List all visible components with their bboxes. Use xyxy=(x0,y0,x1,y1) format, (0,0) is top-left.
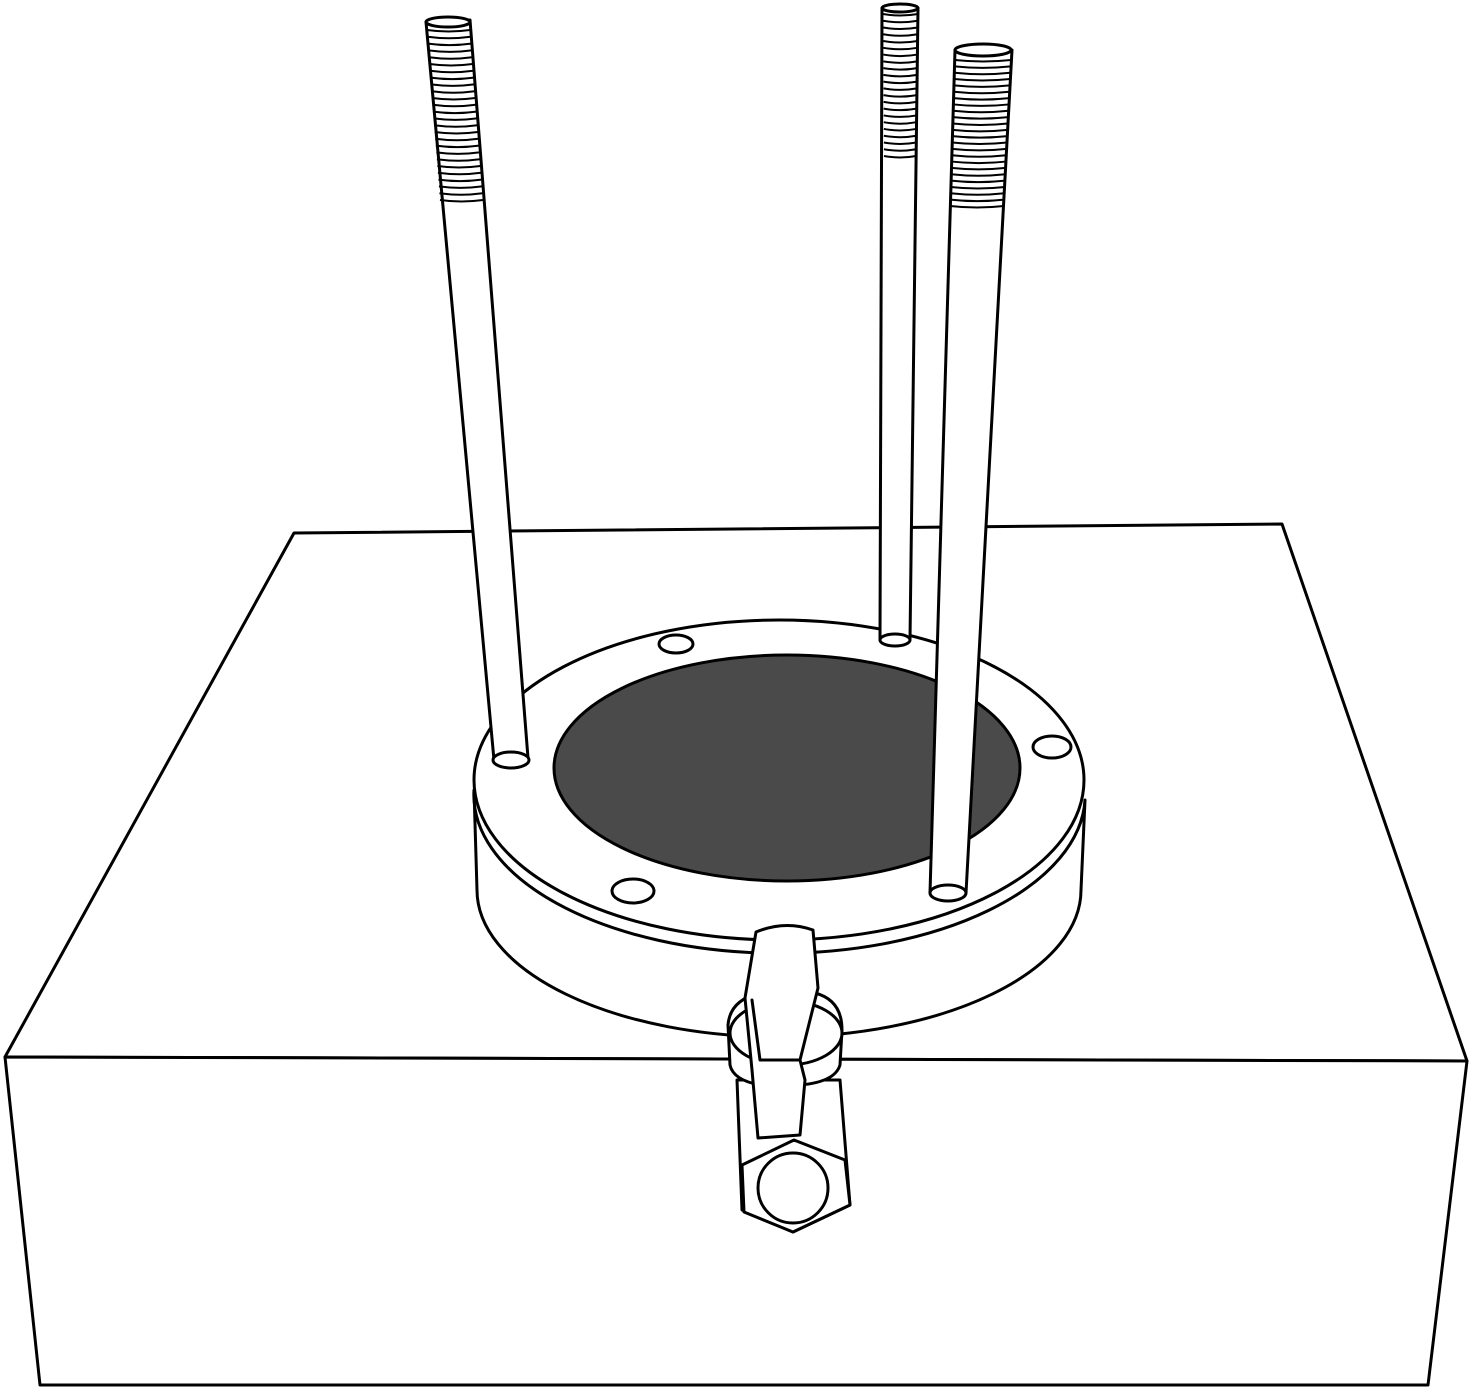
threaded-rod-right xyxy=(928,42,1014,903)
thread-ridge xyxy=(433,117,477,121)
flange-opening xyxy=(552,653,1022,883)
thread-ridge xyxy=(883,40,918,44)
thread-ridge xyxy=(439,199,484,203)
valve-handle xyxy=(743,924,820,1140)
thread-ridge xyxy=(883,155,917,159)
valve-outlet-port xyxy=(756,1151,830,1225)
thread-ridge xyxy=(953,103,1009,107)
thread-ridge xyxy=(883,148,917,152)
thread-ridge xyxy=(883,141,917,145)
thread-ridge xyxy=(952,135,1008,139)
thread-ridge xyxy=(429,69,474,74)
thread-ridge xyxy=(950,198,1005,203)
thread-ridge xyxy=(950,192,1005,196)
thread-ridge xyxy=(952,122,1009,126)
thread-ridge xyxy=(883,114,917,118)
thread-ridge xyxy=(431,90,475,94)
rod-thread-middle xyxy=(882,13,919,159)
thread-ridge xyxy=(952,128,1008,133)
thread-ridge xyxy=(951,160,1007,165)
thread-ridge xyxy=(427,42,472,47)
thread-ridge xyxy=(432,97,476,101)
thread-ridge xyxy=(427,35,471,40)
thread-ridge xyxy=(436,158,481,162)
thread-ridge xyxy=(434,124,478,128)
thread-ridge xyxy=(883,46,918,51)
thread-ridge xyxy=(882,26,918,31)
thread-ridge xyxy=(883,94,918,98)
thread-ridge xyxy=(882,13,919,17)
thread-ridge xyxy=(431,83,475,87)
thread-ridge xyxy=(953,90,1010,95)
thread-ridge xyxy=(953,109,1009,114)
flange-ring-side xyxy=(472,788,1087,1039)
outlet-valve xyxy=(726,924,852,1234)
thread-ridge xyxy=(883,127,917,132)
thread-ridge xyxy=(883,87,918,91)
thread-ridge xyxy=(439,192,483,196)
thread-ridge xyxy=(883,53,918,58)
rod-thread-right xyxy=(949,59,1012,209)
box-front-face xyxy=(3,1055,1469,1387)
thread-ridge xyxy=(949,205,1005,209)
thread-ridge xyxy=(883,80,918,85)
thread-ridge xyxy=(883,73,918,78)
thread-ridge xyxy=(436,151,480,155)
thread-ridge xyxy=(951,147,1007,152)
thread-ridge xyxy=(435,137,479,142)
thread-ridge xyxy=(882,33,918,37)
thread-ridge xyxy=(950,173,1006,177)
thread-ridge xyxy=(952,141,1008,146)
thread-ridge xyxy=(883,100,917,105)
thread-ridge xyxy=(950,179,1006,184)
thread-ridge xyxy=(954,65,1011,69)
thread-ridge xyxy=(883,60,918,64)
threaded-rod-left xyxy=(424,15,531,770)
thread-ridge xyxy=(882,19,919,24)
thread-ridge xyxy=(438,178,482,183)
valve-handle-edge xyxy=(750,998,802,1062)
thread-ridge xyxy=(435,144,479,149)
thread-ridge xyxy=(954,84,1010,88)
thread-ridge xyxy=(954,71,1011,76)
bolt-hole xyxy=(657,633,695,655)
thread-ridge xyxy=(428,49,472,53)
thread-ridge xyxy=(883,121,917,125)
thread-ridge xyxy=(883,107,917,112)
thread-ridge xyxy=(430,76,474,81)
thread-ridge xyxy=(954,59,1012,63)
thread-ridge xyxy=(954,78,1011,82)
bolt-hole xyxy=(610,877,656,905)
thread-ridge xyxy=(433,110,477,115)
thread-ridge xyxy=(428,56,473,60)
thread-ridge xyxy=(953,97,1010,101)
thread-ridge xyxy=(883,134,917,139)
thread-ridge xyxy=(434,131,478,135)
rod-thread-left xyxy=(426,29,484,203)
thread-ridge xyxy=(437,171,482,176)
thread-ridge xyxy=(438,185,483,189)
thread-ridge xyxy=(951,154,1007,158)
thread-ridge xyxy=(952,116,1009,120)
thread-ridge xyxy=(432,103,476,108)
thread-ridge xyxy=(426,29,471,33)
bolt-hole xyxy=(1031,734,1073,760)
thread-ridge xyxy=(950,185,1006,190)
thread-ridge xyxy=(437,165,481,169)
thread-ridge xyxy=(951,166,1006,171)
threaded-rod-middle xyxy=(878,2,920,648)
thread-ridge xyxy=(429,63,473,67)
thread-ridge xyxy=(883,67,918,71)
